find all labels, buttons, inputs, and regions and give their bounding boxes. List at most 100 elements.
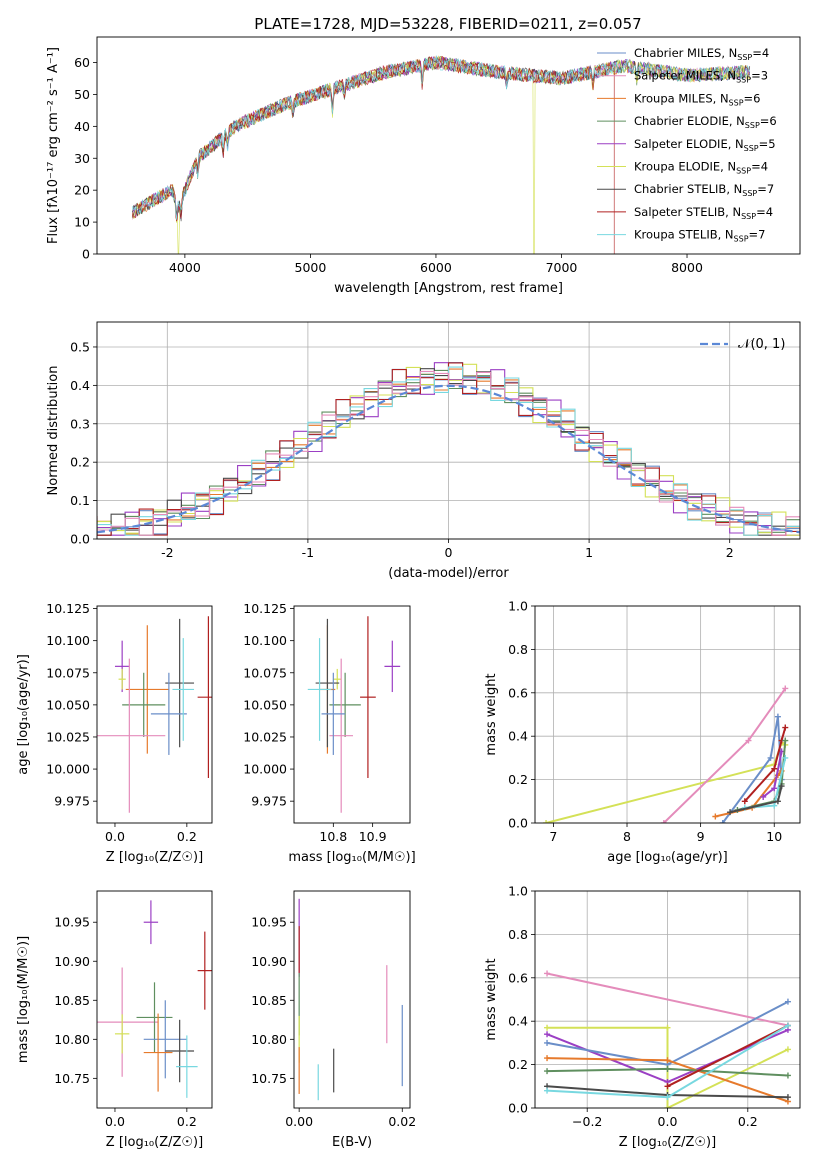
y-tick-label: 1.0 [508, 599, 528, 614]
x-tick-label: 0.02 [388, 1114, 416, 1129]
errorbar-point [136, 982, 173, 1053]
weight-marker [544, 1087, 551, 1094]
errorbar-point [143, 900, 159, 945]
y-axis-label: Normed distribution [46, 366, 61, 496]
mass_vs_EBV-frame [293, 890, 411, 1109]
histogram-lines [97, 361, 800, 536]
y-tick-label: 10.75 [54, 1071, 90, 1086]
weight-marker [664, 1024, 671, 1031]
mass_vs_Z-points [97, 900, 212, 1098]
y-axis-label: Flux [fλ10⁻¹⁷ erg cm⁻² s⁻¹ A⁻¹] [46, 47, 61, 244]
weight-marker [784, 1094, 791, 1101]
weight-marker [544, 1055, 551, 1062]
y-tick-label: 0.2 [70, 455, 90, 470]
weight-marker [771, 785, 778, 792]
spectrum-lines [131, 55, 751, 254]
x-tick-label: 7000 [546, 260, 578, 275]
y-axis-label: age [log₁₀(age/yr)] [16, 654, 31, 775]
y-tick-label: 9.975 [54, 794, 90, 809]
x-tick-label: 0 [445, 545, 453, 560]
errorbar-point [384, 640, 401, 693]
weight-marker [544, 1039, 551, 1046]
errorbar-point [143, 1013, 173, 1092]
y-tick-label: 20 [74, 183, 90, 198]
x-tick-label: −0.2 [572, 1114, 602, 1129]
x-tick-label: 10.8 [319, 829, 347, 844]
residuals-legend: 𝒩(0, 1) [700, 337, 785, 352]
weight-marker [664, 1057, 671, 1064]
y-tick-label: 10.125 [243, 601, 287, 616]
age_vs_Z-axes: 0.0 0.2 9.975 10.000 10.025 10.050 10.075 10.10… [16, 601, 203, 865]
legend-entry: Kroupa STELIB, NSSP=7 [634, 228, 765, 244]
legend-entry: 𝒩(0, 1) [738, 337, 785, 352]
y-tick-label: 0.0 [508, 1101, 528, 1116]
x-tick-label: 0.0 [658, 1114, 678, 1129]
x-tick-label: 9 [697, 829, 705, 844]
errorbar-point [329, 672, 361, 737]
x-tick-label: 0.0 [105, 1114, 125, 1129]
errorbar-point [125, 625, 169, 754]
y-tick-label: 10.90 [251, 954, 287, 969]
x-tick-label: 4000 [169, 260, 201, 275]
legend-entry: Chabrier ELODIE, NSSP=6 [634, 114, 777, 130]
y-tick-label: 50 [74, 87, 90, 102]
weight-marker [784, 1022, 791, 1029]
spectrum-series-line [131, 55, 751, 220]
weight-marker [544, 1068, 551, 1075]
weight-marker [544, 1031, 551, 1038]
y-tick-label: 10.050 [46, 697, 90, 712]
weight-marker [782, 737, 789, 744]
y-tick-label: 10.85 [251, 993, 287, 1008]
x-tick-label: 7 [549, 829, 557, 844]
x-tick-label: 5000 [295, 260, 327, 275]
y-tick-label: 10.95 [251, 915, 287, 930]
x-tick-label: 2 [726, 545, 734, 560]
y-axis-label: mass weight [484, 958, 499, 1040]
y-tick-label: 0.2 [508, 772, 528, 787]
weight_vs_Z-frame [534, 890, 801, 1109]
weight-series-line [546, 972, 789, 1027]
weight-marker [760, 793, 767, 800]
errorbar-point [197, 616, 212, 779]
x-axis-label: mass [log₁₀(M/M☉)] [288, 850, 415, 865]
legend-entry: Chabrier STELIB, NSSP=7 [634, 182, 774, 198]
errorbar-point [114, 1014, 130, 1054]
y-tick-label: 10.100 [243, 633, 287, 648]
x-tick-label: 0.0 [105, 829, 125, 844]
y-tick-label: 0 [82, 247, 90, 262]
y-tick-label: 10.100 [46, 633, 90, 648]
x-axis-label: E(B-V) [332, 1135, 372, 1150]
y-tick-label: 0.4 [508, 729, 528, 744]
weight-marker [727, 809, 734, 816]
x-axis-label: Z [log₁₀(Z/Z☉)] [106, 850, 203, 865]
y-tick-label: 10.075 [243, 665, 287, 680]
weight-marker [774, 713, 781, 720]
weight-series-line [744, 727, 787, 802]
y-tick-label: 0.5 [70, 339, 90, 354]
y-tick-label: 10.050 [243, 697, 287, 712]
age_vs_mass-axes: 10.8 10.9 9.975 10.000 10.025 10.050 10.075 10.… [243, 601, 415, 865]
weight-marker [784, 998, 791, 1005]
errorbar-point [321, 672, 346, 755]
y-tick-label: 10.90 [54, 954, 90, 969]
errorbar-point [118, 668, 126, 690]
y-tick-label: 9.975 [251, 794, 287, 809]
x-tick-label: 8000 [671, 260, 703, 275]
weight-marker [719, 820, 726, 823]
errorbar-point [176, 1035, 198, 1098]
spectrum-axes: 4000 5000 6000 7000 8000 0 10 20 30 40 50 60 wavelen… [46, 47, 703, 296]
weight_vs_age-lines [543, 685, 789, 823]
weight-marker [664, 1065, 671, 1072]
x-tick-label: -2 [161, 545, 173, 560]
errorbar-point [150, 672, 187, 755]
errorbar-point [165, 618, 195, 748]
weight-marker [771, 765, 778, 772]
figure-title: PLATE=1728, MJD=53228, FIBERID=0211, z=0… [254, 15, 641, 33]
y-tick-label: 0.4 [70, 378, 90, 393]
mass_vs_EBV-points [298, 898, 403, 1101]
weight-marker [712, 813, 719, 820]
y-tick-label: 0.6 [508, 970, 528, 985]
weight-marker [782, 685, 789, 692]
y-tick-label: 10 [74, 215, 90, 230]
y-tick-label: 10.075 [46, 665, 90, 680]
